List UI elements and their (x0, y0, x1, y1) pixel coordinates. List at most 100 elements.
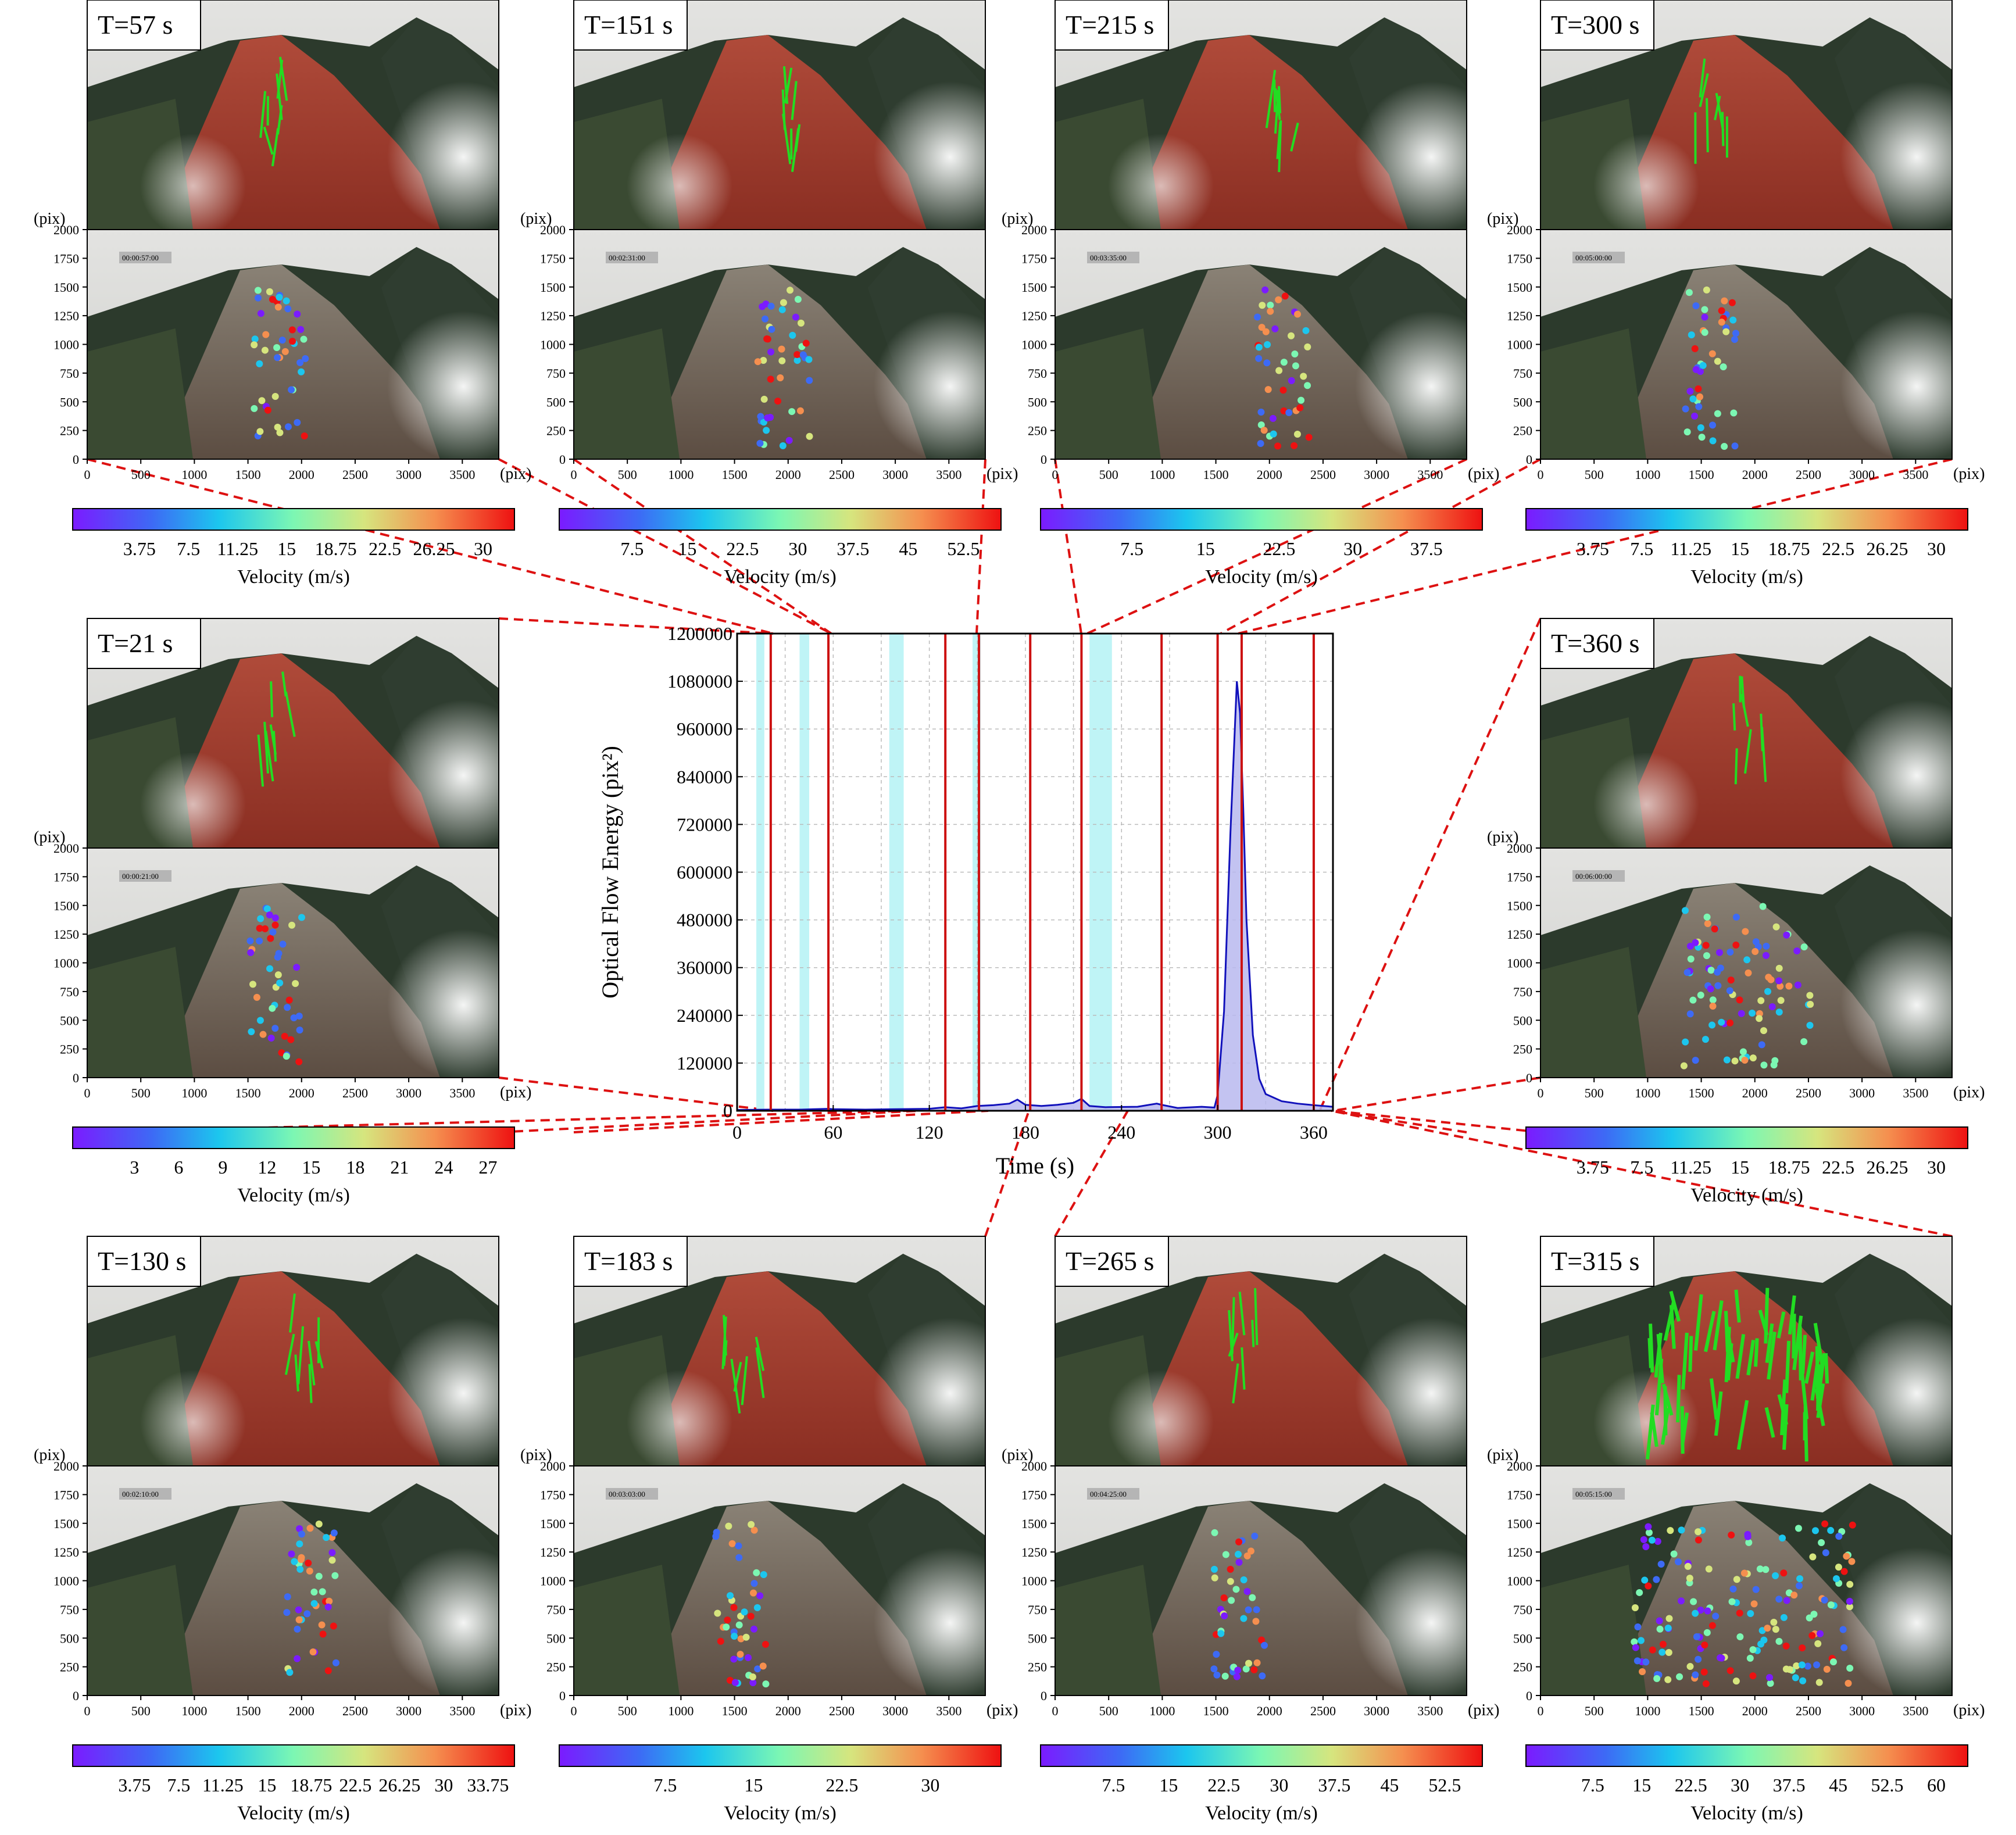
flow-vectors (721, 1315, 765, 1414)
velocity-point (1217, 1630, 1225, 1637)
bottom-photo (87, 230, 499, 459)
velocity-point (1692, 1057, 1699, 1064)
flow-streak (1792, 1314, 1796, 1359)
velocity-point (1718, 1018, 1725, 1026)
x-tick-label: 1000 (1635, 467, 1660, 482)
velocity-point (1709, 437, 1717, 445)
velocity-point (1267, 301, 1274, 309)
x-tick-label: 1500 (1203, 467, 1229, 482)
velocity-point (731, 1679, 739, 1686)
velocity-point (1683, 428, 1691, 436)
x-tick-label: 3000 (1849, 1086, 1875, 1100)
flow-streak (1251, 1319, 1255, 1347)
velocity-point (1692, 939, 1699, 946)
x-tick-label: 1500 (1689, 467, 1714, 482)
x-tick-label: 3000 (396, 1704, 421, 1718)
flow-streak (1732, 703, 1736, 731)
velocity-point (1700, 1668, 1708, 1676)
velocity-point (1677, 1597, 1685, 1605)
velocity-point (785, 437, 793, 444)
velocity-point (1667, 1527, 1674, 1534)
title-box-frame (573, 0, 688, 51)
flow-streak (1765, 1323, 1774, 1363)
pixel-y-axis: (pix)2000 1750 1500 1250 1000 750 500 250 0 (1487, 1446, 1540, 1703)
title-box-frame (87, 1236, 201, 1287)
velocity-point (1848, 1558, 1856, 1565)
velocity-point (1234, 1666, 1242, 1674)
chart-y-tick-label: 960000 (677, 718, 732, 739)
velocity-point (319, 1630, 327, 1638)
velocity-point (762, 315, 769, 323)
energy-area (737, 681, 1333, 1111)
flow-streak (1669, 1290, 1681, 1322)
x-tick-label: 3500 (1417, 467, 1443, 482)
colorbar-tick-label: 3 (130, 1157, 139, 1178)
velocity-point (1253, 1606, 1260, 1614)
panel-t360: T=360 s00:06:00:00(pix)20001750150012501… (1487, 618, 1985, 1206)
x-tick-label: 3500 (1903, 467, 1928, 482)
colorbar-tick-label: 24 (434, 1157, 453, 1178)
panel-title: T=265 s (1066, 1246, 1154, 1276)
velocity-point (301, 432, 308, 440)
flow-streak (755, 1347, 765, 1398)
velocity-point (315, 1572, 323, 1580)
velocity-point (1242, 1665, 1250, 1673)
velocity-point (330, 1529, 338, 1537)
velocity-point (1281, 292, 1289, 300)
velocity-point (1639, 1668, 1646, 1675)
bottom-photo (1540, 848, 1952, 1078)
y-tick-label: 0 (73, 1689, 79, 1703)
x-tick-label: 2000 (1742, 467, 1768, 482)
flow-streak (1704, 1311, 1716, 1353)
velocity-point (253, 993, 260, 1001)
x-axis-unit: (pix) (1953, 1083, 1985, 1101)
x-tick-label: 3000 (1364, 1704, 1389, 1718)
x-tick-label: 0 (571, 467, 577, 482)
velocity-point (303, 1610, 311, 1618)
velocity-point (274, 354, 281, 362)
velocity-point (1701, 1641, 1708, 1649)
x-tick-label: 500 (1099, 467, 1118, 482)
timestamp-badge: 00:00:21:00 (119, 870, 171, 882)
velocity-point (1302, 327, 1310, 334)
velocity-point (1709, 1003, 1717, 1010)
y-tick-label: 1250 (540, 1545, 566, 1559)
velocity-point (294, 310, 301, 318)
velocity-point (777, 374, 784, 381)
velocity-point (1233, 1673, 1241, 1680)
velocity-point (754, 358, 762, 366)
flow-streak (272, 731, 277, 762)
x-tick-label: 0 (1538, 467, 1544, 482)
colorbar-label: Velocity (m/s) (1690, 1802, 1803, 1824)
velocity-colorbar: 3.75 7.5 11.25 15 18.75 22.5 26.25 30 Velocity (… (1525, 508, 1968, 588)
y-tick-label: 500 (1513, 1013, 1532, 1028)
velocity-point (1718, 319, 1725, 326)
velocity-point (764, 414, 771, 422)
x-tick-label: 2500 (342, 1704, 368, 1718)
chart-x-tick-label: 300 (1204, 1122, 1232, 1143)
flow-streak (257, 734, 264, 787)
velocity-point (1794, 981, 1801, 989)
colorbar-tick-label: 52.5 (1428, 1775, 1461, 1795)
y-tick-label: 1500 (540, 280, 566, 295)
colorbar-label: Velocity (m/s) (1690, 1185, 1803, 1206)
colorbar-tick-label: 30 (1927, 538, 1946, 559)
velocity-point (271, 393, 279, 400)
velocity-point (1691, 345, 1699, 352)
velocity-point (1749, 1009, 1756, 1017)
colorbar-tick-label: 37.5 (1318, 1775, 1350, 1795)
flow-streak (1232, 1363, 1239, 1404)
velocity-point (763, 427, 770, 434)
velocity-point (1782, 1642, 1790, 1650)
flow-streak (1782, 1404, 1789, 1450)
velocity-point (759, 1662, 767, 1670)
flow-vectors (781, 66, 801, 172)
velocity-point (288, 921, 296, 929)
bottom-photo (1055, 1466, 1467, 1696)
flow-streak (281, 671, 287, 697)
velocity-point (1279, 387, 1287, 394)
velocity-point (1247, 1547, 1254, 1555)
connector-line (498, 617, 774, 635)
x-tick-label: 0 (571, 1704, 577, 1718)
colorbar-tick-label: 21 (390, 1157, 409, 1178)
